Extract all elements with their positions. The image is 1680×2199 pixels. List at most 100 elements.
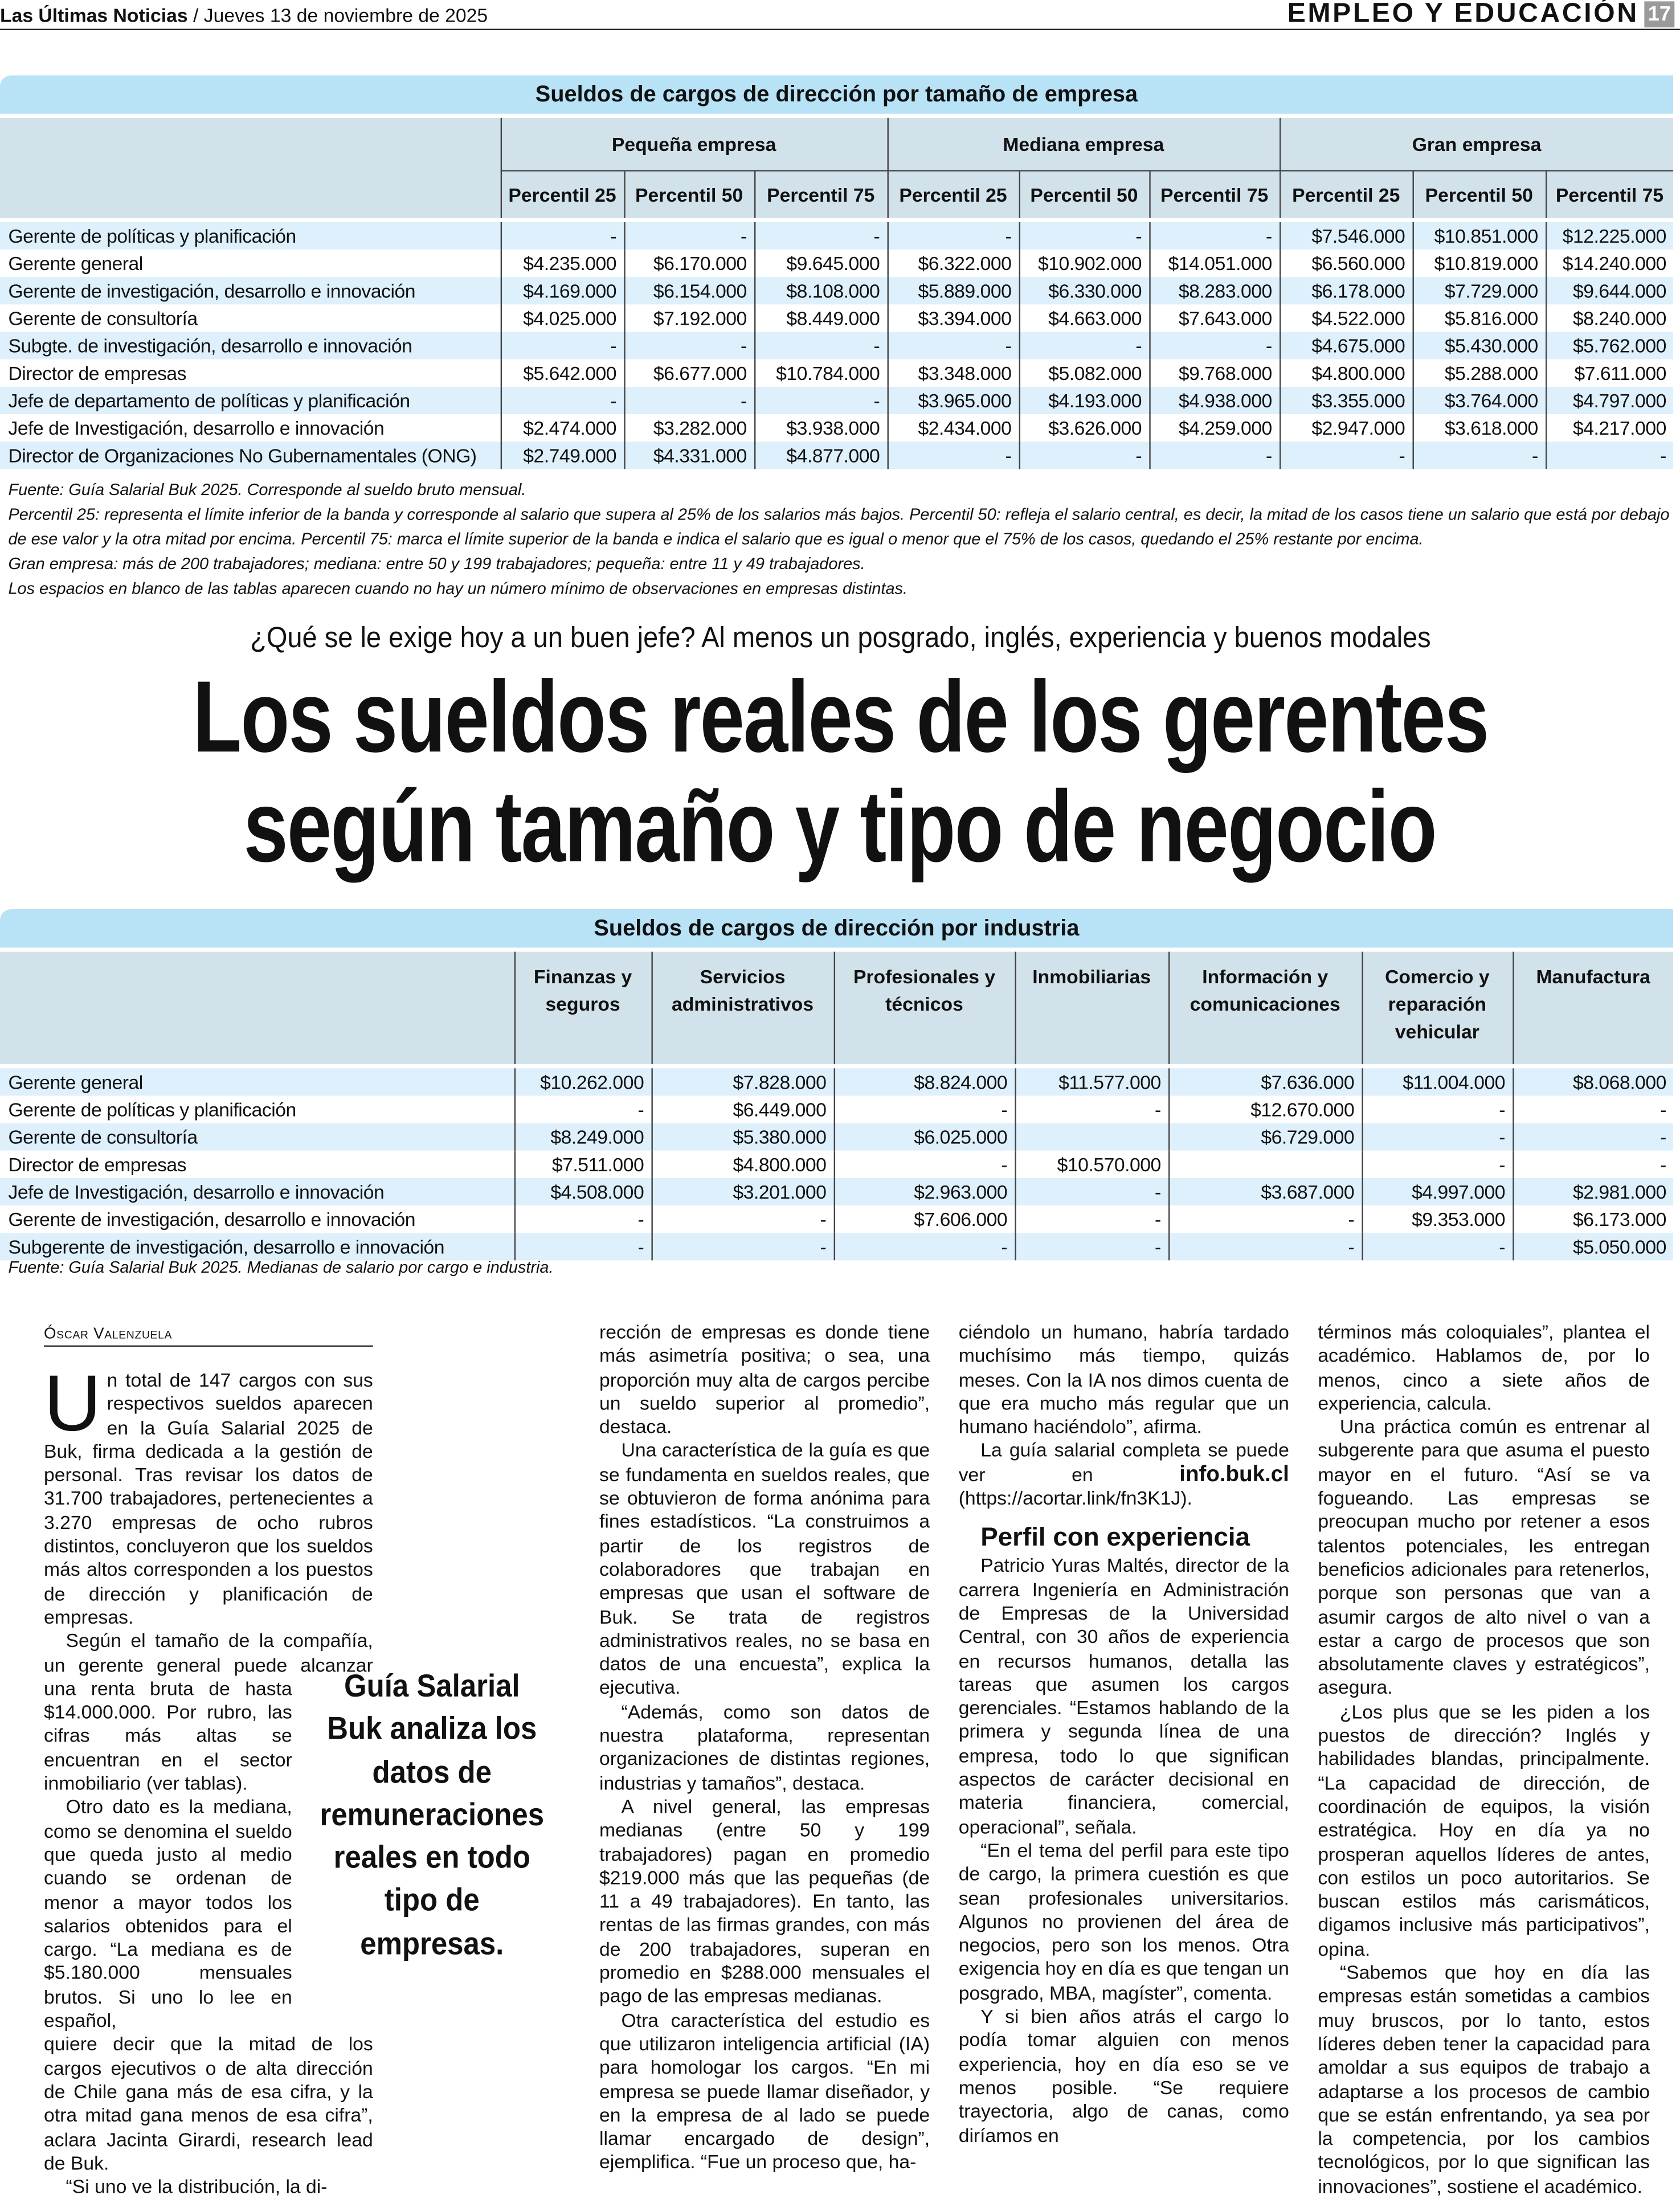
salary-cell: $6.729.000 bbox=[1167, 1123, 1362, 1151]
percentile-header: Percentil 75 bbox=[753, 170, 888, 218]
industry-header-line: reparación bbox=[1388, 992, 1487, 1015]
industry-header-line: administrativos bbox=[671, 992, 814, 1015]
column-2-text: rección de empresas es donde tiene más a… bbox=[599, 1321, 930, 2175]
salary-cell: $5.642.000 bbox=[500, 359, 624, 387]
percentile-header: Percentil 75 bbox=[1544, 170, 1673, 218]
salary-cell: - bbox=[623, 332, 755, 359]
salary-cell: - bbox=[1148, 222, 1280, 250]
table-row: Gerente general $4.235.000 $6.170.000 $9.64… bbox=[0, 250, 1673, 277]
table-row: Gerente de investigación, desarrollo e i… bbox=[0, 277, 1673, 305]
salary-cell bbox=[1167, 1150, 1362, 1178]
salary-cell: $2.434.000 bbox=[886, 414, 1019, 442]
salary-cell: $2.947.000 bbox=[1278, 414, 1413, 442]
salary-cell: $5.082.000 bbox=[1018, 359, 1150, 387]
row-label: Jefe de Investigación, desarrollo e inno… bbox=[0, 414, 501, 442]
article-column-3: ciéndolo un humano, habría tardado muchí… bbox=[959, 1321, 1289, 2147]
industry-header-line: Manufactura bbox=[1536, 965, 1650, 988]
salary-cell: - bbox=[886, 332, 1019, 359]
industry-header-line: Comercio y bbox=[1385, 965, 1490, 988]
industry-header: Comercio y reparación vehicular bbox=[1361, 951, 1513, 1065]
row-label: Gerente de investigación, desarrollo e i… bbox=[0, 277, 501, 305]
salary-cell: - bbox=[1018, 442, 1150, 469]
salary-cell: $12.225.000 bbox=[1544, 222, 1673, 250]
article-paragraph: Otra característica del estudio es que u… bbox=[599, 2008, 930, 2173]
article-paragraph: Y si bien años atrás el cargo lo podía t… bbox=[958, 2005, 1289, 2146]
salary-cell: - bbox=[886, 222, 1019, 250]
salary-cell: $9.644.000 bbox=[1544, 277, 1673, 305]
row-label: Director de Organizaciones No Gubernamen… bbox=[0, 442, 501, 469]
percentile-header: Percentil 50 bbox=[1018, 170, 1150, 218]
salary-cell: $5.762.000 bbox=[1544, 332, 1673, 359]
link-lead-text: La guía salarial completa se puede ver e… bbox=[958, 1439, 1289, 1485]
row-label: Director de empresas bbox=[0, 359, 501, 387]
buk-link[interactable]: info.buk.cl bbox=[1179, 1463, 1289, 1486]
group-header: Pequeña empresa bbox=[500, 118, 888, 171]
kicker-text: ¿Qué se le exige hoy a un buen jefe? Al … bbox=[250, 622, 1430, 655]
salary-cell: $6.173.000 bbox=[1512, 1205, 1673, 1233]
salary-cell: $11.004.000 bbox=[1361, 1068, 1513, 1096]
headline-line-1: Los sueldos reales de los gerentes bbox=[0, 662, 1680, 772]
salary-cell: $3.626.000 bbox=[1018, 414, 1150, 442]
salary-cell: $4.259.000 bbox=[1148, 414, 1280, 442]
salary-cell: $7.636.000 bbox=[1167, 1068, 1362, 1096]
table-row: Gerente de consultoría $4.025.000 $7.192.0… bbox=[0, 304, 1673, 332]
salary-cell: $4.331.000 bbox=[623, 442, 755, 469]
salary-cell: $4.522.000 bbox=[1278, 304, 1413, 332]
article-column-4: términos más coloquiales”, plantea el ac… bbox=[1318, 1321, 1650, 2198]
salary-cell: $7.192.000 bbox=[623, 304, 755, 332]
salary-cell: $8.249.000 bbox=[513, 1123, 652, 1151]
table-row: Gerente general $10.262.000 $7.828.000 $8.8… bbox=[0, 1068, 1673, 1096]
salary-cell: $14.051.000 bbox=[1148, 250, 1280, 277]
industry-header: Inmobiliarias bbox=[1014, 951, 1169, 1065]
salary-cell: - bbox=[833, 1096, 1015, 1123]
table-note: Fuente: Guía Salarial Buk 2025. Correspo… bbox=[8, 480, 526, 500]
column-1-segment-b: una renta bruta de hasta $14.000.000. Po… bbox=[44, 1677, 292, 2033]
salary-cell: - bbox=[1361, 1096, 1513, 1123]
salary-cell: $9.353.000 bbox=[1361, 1205, 1513, 1233]
salary-cell: $4.663.000 bbox=[1018, 304, 1150, 332]
table-row: Subgte. de investigación, desarrollo e i… bbox=[0, 332, 1673, 359]
table-note: Los espacios en blanco de las tablas apa… bbox=[8, 578, 908, 598]
salary-cell: $6.560.000 bbox=[1278, 250, 1413, 277]
table-title: Sueldos de cargos de dirección por indus… bbox=[0, 909, 1673, 948]
salary-cell: $9.768.000 bbox=[1148, 359, 1280, 387]
salary-cell: - bbox=[753, 332, 888, 359]
salary-cell: $6.025.000 bbox=[833, 1123, 1015, 1151]
salary-cell: $6.330.000 bbox=[1018, 277, 1150, 305]
article-paragraph: quiere decir que la mitad de los cargos … bbox=[44, 2033, 373, 2174]
table-row: Gerente de políticas y planificación - - - -… bbox=[0, 222, 1673, 250]
salary-cell: $3.394.000 bbox=[886, 304, 1019, 332]
salary-cell: $10.902.000 bbox=[1018, 250, 1150, 277]
section-title: EMPLEO Y EDUCACIÓN bbox=[1287, 0, 1639, 29]
salary-cell: - bbox=[753, 222, 888, 250]
salary-cell: $4.508.000 bbox=[513, 1178, 652, 1206]
salary-cell: $3.764.000 bbox=[1412, 386, 1546, 415]
salary-cell: - bbox=[500, 332, 624, 359]
industry-header: Profesionales y técnicos bbox=[833, 951, 1015, 1065]
percentile-header: Percentil 25 bbox=[1278, 170, 1413, 218]
salary-cell: - bbox=[500, 222, 624, 250]
pull-quote: Guía Salarial Buk analiza los datos de r… bbox=[310, 1665, 554, 1965]
table-note: Gran empresa: más de 200 trabajadores; m… bbox=[8, 554, 865, 574]
salary-cell: $4.800.000 bbox=[1278, 359, 1413, 387]
column-3-text-a: ciéndolo un humano, habría tardado muchí… bbox=[959, 1321, 1289, 1439]
salary-cell: - bbox=[1512, 1123, 1673, 1151]
salary-cell: $6.154.000 bbox=[623, 277, 755, 305]
salary-cell: $7.828.000 bbox=[651, 1068, 834, 1096]
salary-cell: - bbox=[1014, 1205, 1169, 1233]
industry-header: Finanzas y seguros bbox=[513, 951, 652, 1065]
salary-cell: $3.201.000 bbox=[651, 1178, 834, 1206]
percentile-header: Percentil 50 bbox=[1412, 170, 1546, 218]
article-paragraph: “En el tema del perfil para este tipo de… bbox=[958, 1839, 1289, 2004]
row-label: Jefe de Investigación, desarrollo e inno… bbox=[0, 1178, 514, 1206]
group-header: Gran empresa bbox=[1278, 118, 1673, 171]
header-blank bbox=[0, 951, 514, 1065]
salary-cell: $3.348.000 bbox=[886, 359, 1019, 387]
salary-cell: $7.643.000 bbox=[1148, 304, 1280, 332]
salary-cell: $2.749.000 bbox=[500, 442, 624, 469]
article-paragraph: “Sabemos que hoy en día las empresas est… bbox=[1318, 1961, 1650, 2197]
article-paragraph: ciéndolo un humano, habría tardado muchí… bbox=[958, 1321, 1289, 1438]
salary-cell: $2.981.000 bbox=[1512, 1178, 1673, 1206]
salary-cell: - bbox=[886, 442, 1019, 469]
article-paragraph: Una práctica común es entrenar al subger… bbox=[1318, 1415, 1650, 1699]
